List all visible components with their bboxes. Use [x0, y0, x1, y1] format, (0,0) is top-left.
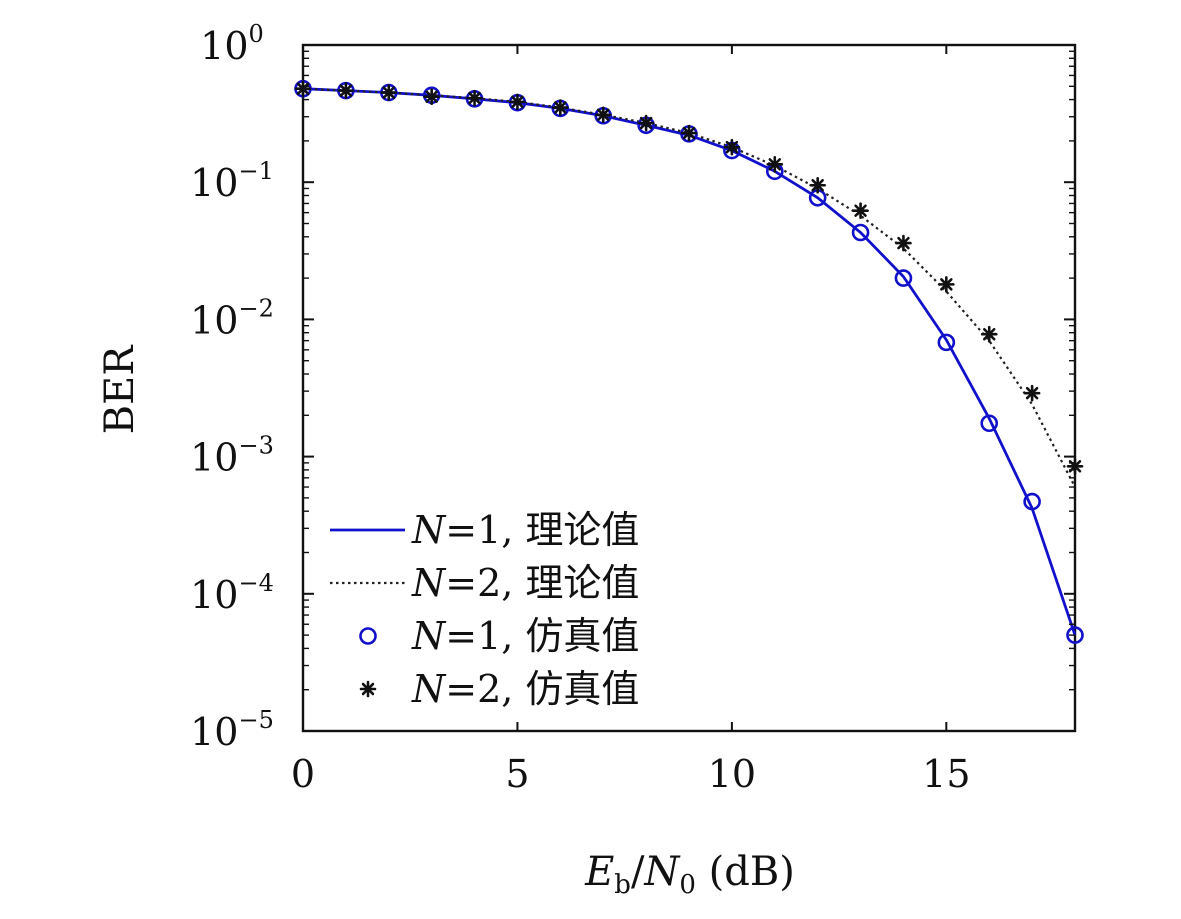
- asterisk-stroke: [339, 84, 353, 97]
- data-point-circle: [851, 223, 870, 242]
- asterisk-stroke: [511, 95, 524, 109]
- data-point-circle: [1023, 492, 1041, 511]
- legend: N=1, 理论值 N=2, 理论值 N=1, 仿真值 N=2, 仿真值: [330, 508, 639, 711]
- data-point-asterisk: [337, 82, 355, 99]
- series-layer: [294, 79, 1084, 644]
- data-point-circle: [1066, 626, 1084, 644]
- legend-label: N=2, 仿真值: [411, 667, 639, 711]
- x-axis-label: Eb/N0 (dB): [584, 849, 795, 900]
- asterisk-stroke: [982, 327, 996, 341]
- x-tick-label: 0: [291, 752, 315, 796]
- data-point-asterisk: [766, 156, 784, 173]
- data-point-asterisk: [895, 234, 912, 252]
- asterisk-stroke: [768, 158, 782, 171]
- x-tick-label: 15: [922, 752, 970, 796]
- y-axis-label: BER: [97, 344, 143, 435]
- asterisk-stroke: [897, 236, 910, 250]
- data-point-asterisk: [294, 80, 312, 98]
- data-point-asterisk: [509, 93, 526, 111]
- data-point-asterisk: [1023, 384, 1041, 402]
- asterisk-stroke: [296, 82, 310, 95]
- y-tick-label: 10−5: [190, 706, 274, 754]
- data-point-asterisk: [809, 176, 826, 194]
- asterisk-stroke: [554, 101, 567, 114]
- asterisk-stroke: [811, 179, 824, 192]
- data-point-circle: [894, 269, 913, 287]
- y-tick-label: 10−4: [190, 569, 274, 617]
- legend-label: N=2, 理论值: [411, 561, 639, 605]
- asterisk-stroke: [940, 278, 953, 291]
- plot-frame: [301, 43, 1077, 733]
- data-point-asterisk: [423, 88, 440, 105]
- data-point-asterisk: [980, 325, 998, 343]
- asterisk-stroke: [682, 126, 696, 140]
- asterisk-stroke: [725, 140, 739, 154]
- legend-swatch-asterisk: [359, 680, 377, 698]
- series-line-1: [302, 87, 1076, 488]
- legend-label: N=1, 仿真值: [411, 614, 639, 658]
- data-point-asterisk: [938, 276, 955, 293]
- y-tick-label: 100: [200, 20, 264, 68]
- asterisk-stroke: [361, 682, 375, 696]
- y-tick-label: 10−3: [190, 432, 274, 480]
- plot-area: [301, 43, 1077, 733]
- asterisk-stroke: [468, 91, 481, 105]
- data-point-asterisk: [380, 84, 398, 101]
- y-axis-ticks: 100 10−1 10−2 10−3 10−4 10−5: [190, 20, 1075, 754]
- data-point-asterisk: [680, 124, 698, 142]
- asterisk-stroke: [596, 108, 610, 122]
- y-tick-label: 10−1: [190, 157, 274, 205]
- asterisk-stroke: [382, 86, 396, 99]
- legend-swatch-circle: [359, 627, 377, 645]
- data-point-asterisk: [1066, 457, 1084, 475]
- y-tick-label: 10−2: [190, 294, 274, 342]
- asterisk-stroke: [425, 90, 438, 103]
- legend-label: N=1, 理论值: [411, 508, 639, 552]
- data-point-asterisk: [594, 106, 612, 124]
- asterisk-stroke: [1025, 386, 1039, 400]
- data-point-asterisk: [466, 89, 483, 107]
- x-axis-ticks: 0 5 10 15: [291, 45, 971, 796]
- data-point-circle: [937, 333, 956, 352]
- x-tick-label: 10: [708, 752, 756, 796]
- data-point-asterisk: [552, 99, 569, 116]
- series-line-0: [302, 87, 1077, 636]
- asterisk-stroke: [639, 116, 653, 130]
- data-point-circle: [980, 414, 999, 433]
- data-point-asterisk: [852, 202, 869, 219]
- asterisk-stroke: [854, 204, 867, 217]
- x-tick-label: 5: [505, 752, 529, 796]
- data-point-asterisk: [723, 138, 741, 156]
- data-point-asterisk: [637, 114, 655, 132]
